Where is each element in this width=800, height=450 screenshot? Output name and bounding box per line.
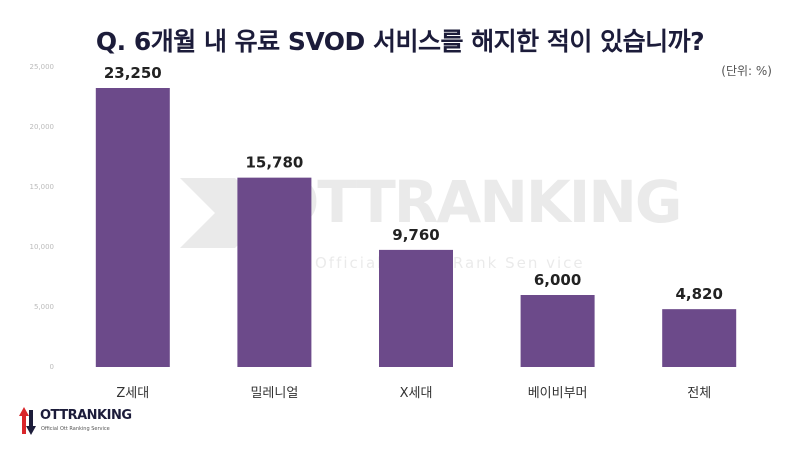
logo-brand-text: OTTRANKING (40, 408, 132, 423)
brand-logo: OTTRANKING Official Ott Ranking Service (16, 404, 146, 438)
chart-title: Q. 6개월 내 유료 SVOD 서비스를 해지한 적이 있습니까? (95, 27, 705, 56)
y-tick-label: 25,000 (30, 63, 55, 71)
x-category-label: 밀레니얼 (250, 386, 298, 401)
unit-note: (단위: %) (721, 64, 772, 78)
y-tick-label: 20,000 (30, 123, 55, 131)
bar (95, 88, 170, 367)
bar (520, 295, 595, 367)
y-tick-label: 10,000 (30, 243, 55, 251)
bar-value-label: 4,820 (675, 285, 722, 303)
x-category-label: Z세대 (116, 386, 149, 401)
y-tick-label: 5,000 (34, 303, 54, 311)
bar-value-label: 23,250 (104, 64, 162, 82)
bar-value-label: 15,780 (245, 154, 303, 172)
x-category-label: 베이비부머 (528, 386, 588, 401)
logo-tagline: Official Ott Ranking Service (41, 426, 110, 432)
x-category-label: X세대 (400, 386, 433, 401)
y-tick-label: 0 (50, 363, 54, 371)
bar-value-label: 6,000 (534, 271, 581, 289)
y-tick-label: 15,000 (30, 183, 55, 191)
bar-value-label: 9,760 (392, 226, 439, 244)
bar (662, 309, 737, 367)
bar (379, 249, 453, 367)
logo-arrows-icon (19, 407, 36, 435)
x-category-label: 전체 (687, 386, 711, 401)
bar (237, 177, 312, 367)
